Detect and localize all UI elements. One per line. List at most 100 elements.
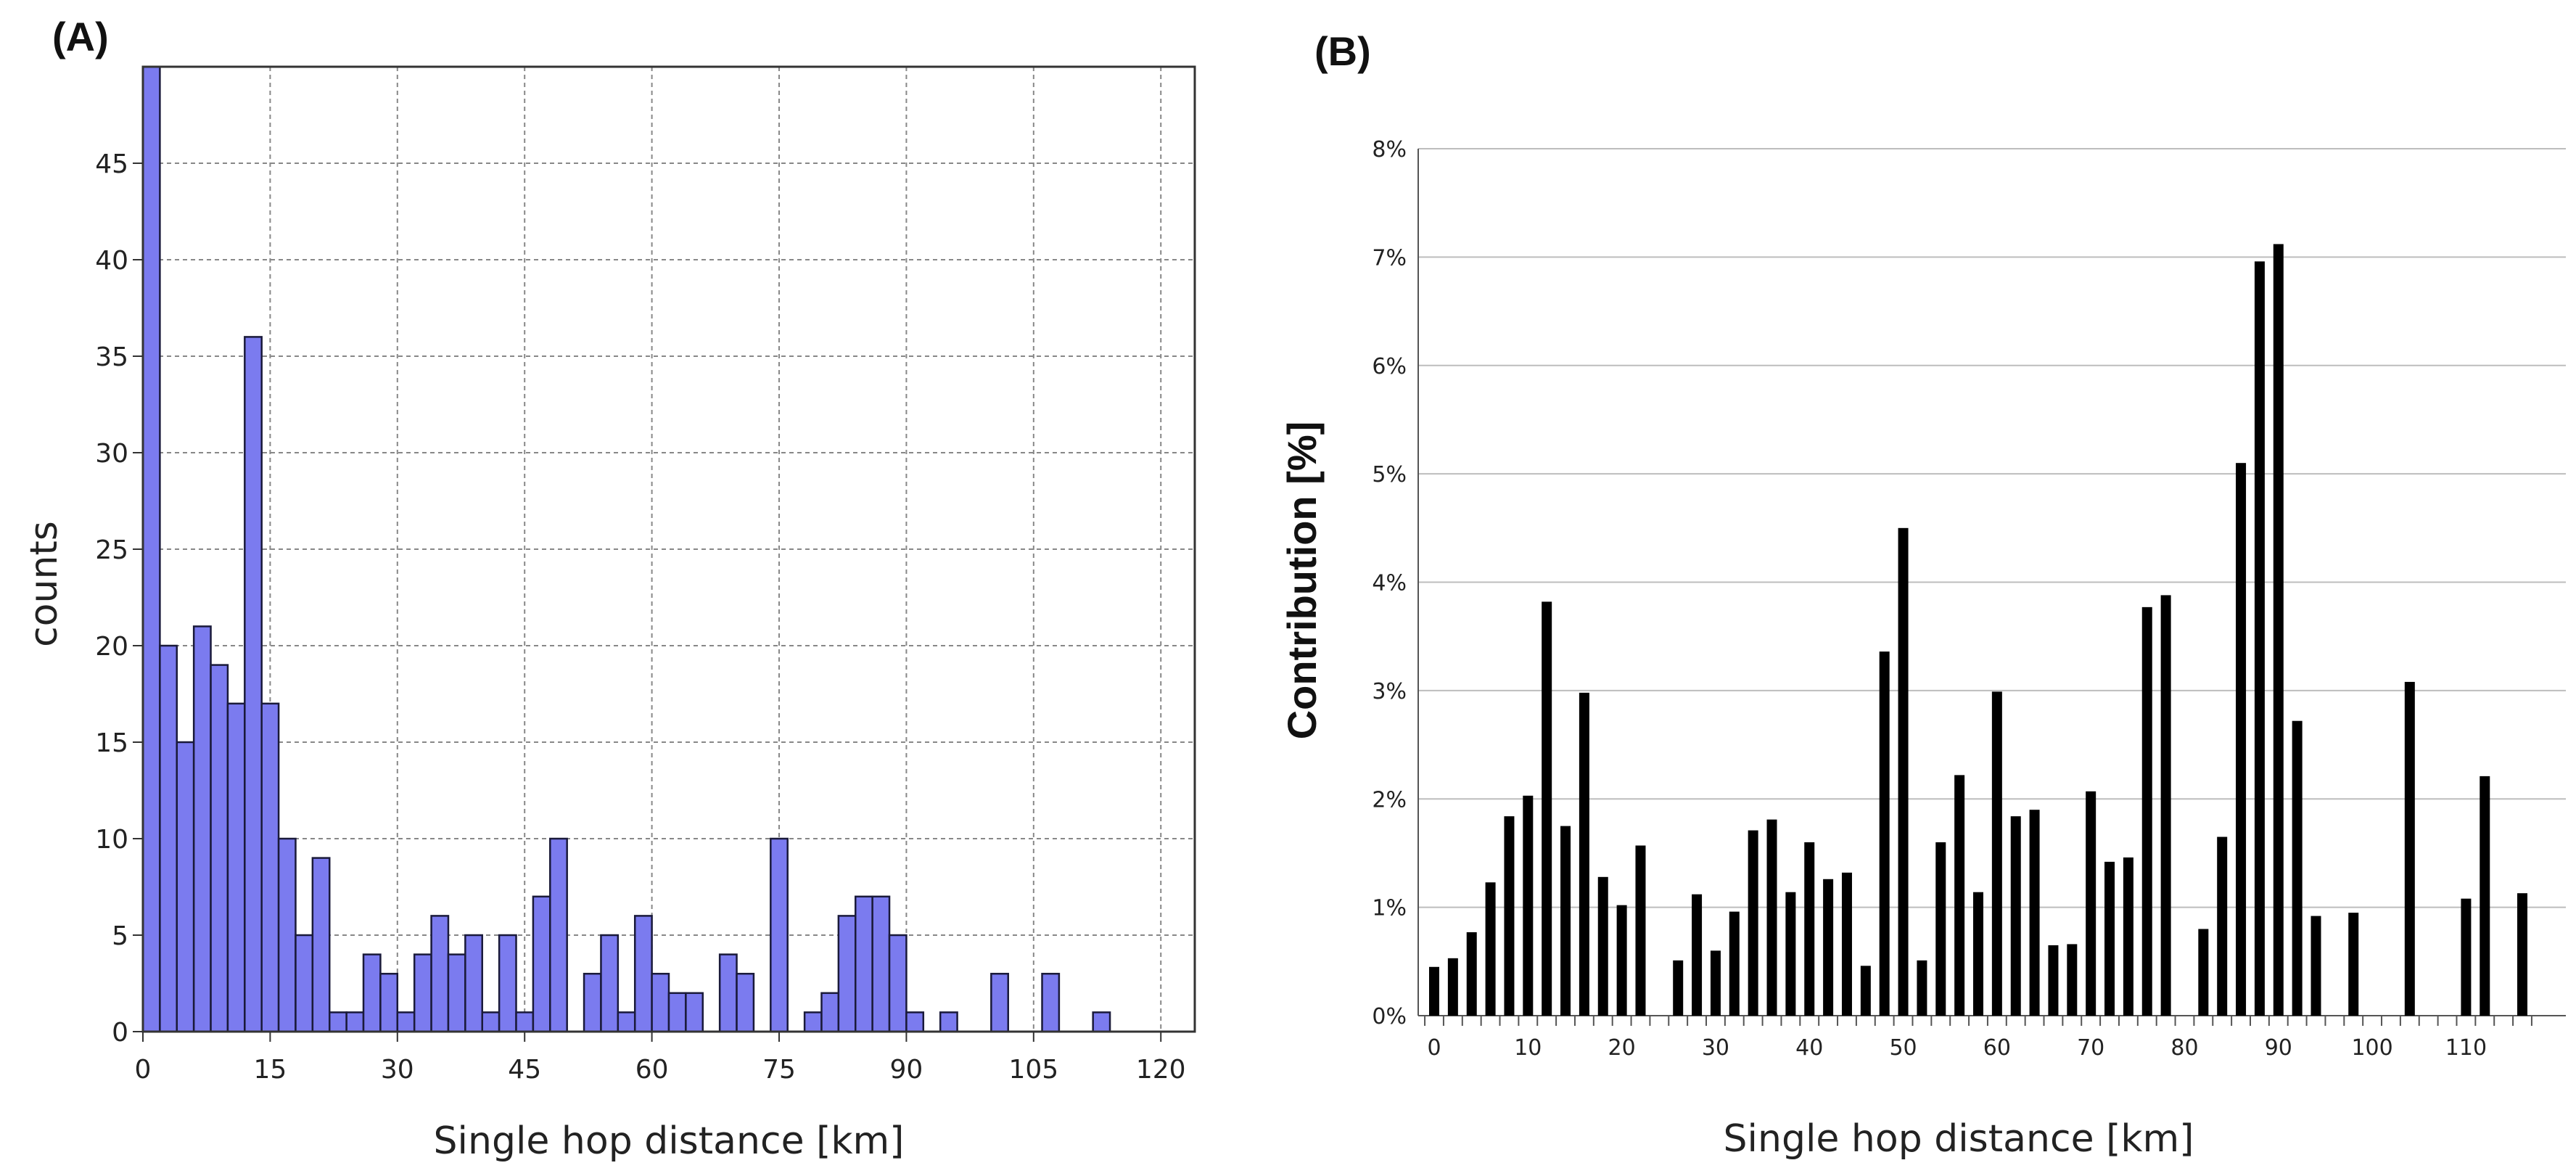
chart-b-y-tick-label: 1% <box>1372 896 1407 921</box>
chart-b-bar <box>1635 845 1646 1016</box>
chart-a-bar <box>667 992 687 1033</box>
chart-a-panel-label: (A) <box>52 14 109 59</box>
chart-b-bar <box>1917 960 1927 1016</box>
chart-b-bar <box>2048 945 2059 1016</box>
chart-b-x-tick-label: 40 <box>1795 1035 1823 1061</box>
chart-b-bar <box>1879 651 1890 1016</box>
chart-a-bar <box>532 895 551 1033</box>
chart-b-bar <box>1579 692 1589 1016</box>
chart-b-x-tick-label: 70 <box>2077 1035 2104 1061</box>
chart-b-tick-labels: 0% 1% 2% 3% 4% 5% 6% 7% 8% 0 10 20 30 40 50 60 70 80 90 100… <box>1372 137 2487 1061</box>
chart-b-bar <box>1841 872 1852 1016</box>
chart-b-y-tick-label: 2% <box>1372 787 1407 813</box>
chart-a-y-tick-label: 35 <box>95 342 128 372</box>
chart-a-bar <box>855 895 873 1033</box>
chart-a-y-tick-label: 20 <box>95 632 128 662</box>
chart-a-bar <box>583 972 602 1033</box>
chart-a-x-tick-label: 0 <box>135 1055 152 1085</box>
chart-b-y-tick-label: 4% <box>1372 571 1407 596</box>
chart-a-bar <box>464 934 483 1033</box>
chart-b-bar <box>1860 966 1871 1016</box>
chart-a-bar <box>244 336 263 1033</box>
chart-b-bar <box>1710 950 1721 1016</box>
chart-a-y-tick-label: 30 <box>95 439 128 469</box>
chart-a-bar <box>260 702 280 1033</box>
chart-a-bar <box>447 953 466 1033</box>
chart-b-x-tick-label: 60 <box>1983 1035 2011 1061</box>
chart-b-bar <box>1504 816 1515 1016</box>
chart-a-bar <box>549 837 568 1033</box>
chart-b-bar <box>1447 958 1458 1016</box>
chart-a-bar <box>820 992 840 1033</box>
chart-b-bar <box>1523 795 1534 1016</box>
chart-b-x-axis-title: Single hop distance [km] <box>1724 1117 2194 1161</box>
chart-b-x-tick-label: 30 <box>1702 1035 1729 1061</box>
chart-b-y-tick-label: 7% <box>1372 245 1407 271</box>
chart-b-x-tick-label: 10 <box>1514 1035 1542 1061</box>
chart-a-gridlines <box>143 67 1195 1032</box>
chart-b-bar <box>2160 595 2171 1016</box>
chart-a-bar <box>1092 1011 1111 1033</box>
chart-a-bar <box>277 837 297 1033</box>
chart-b-bars <box>1429 244 2527 1016</box>
chart-b-y-axis-title: Contribution [%] <box>1279 422 1325 740</box>
chart-b-bar <box>2236 463 2247 1016</box>
chart-a-bar <box>413 953 432 1033</box>
chart-b-bar <box>2292 720 2303 1016</box>
chart-a-x-axis-title: Single hop distance [km] <box>434 1119 905 1163</box>
chart-a-bar <box>159 644 178 1033</box>
chart-a-tick-labels: 0 15 30 45 60 75 90 105 120 0 5 10 15 20 25 30 35 40 45 <box>95 149 1185 1085</box>
chart-a-bar <box>295 934 314 1033</box>
chart-b-x-tick-label: 20 <box>1608 1035 1636 1061</box>
chart-b-x-tick-label: 90 <box>2265 1035 2292 1061</box>
chart-b-x-tick-label: 80 <box>2170 1035 2198 1061</box>
chart-a-bar <box>379 972 399 1033</box>
chart-a-bar <box>1041 972 1061 1033</box>
chart-a-y-tick-label: 15 <box>95 728 128 758</box>
chart-b-bar <box>2067 944 2078 1016</box>
chart-b-panel-label: (B) <box>1314 28 1371 74</box>
chart-b-bar <box>2517 893 2527 1016</box>
chart-a-x-tick-label: 15 <box>253 1055 287 1085</box>
chart-a-x-tick-label: 120 <box>1136 1055 1186 1085</box>
chart-a-bar <box>633 915 653 1033</box>
chart-a-bar <box>311 857 331 1033</box>
chart-b-bar <box>1616 905 1627 1016</box>
chart-b-bar <box>1748 830 1758 1016</box>
chart-b-x-tick-label: 100 <box>2351 1035 2392 1061</box>
chart-a-bar <box>770 837 789 1033</box>
chart-a-bar <box>176 741 195 1033</box>
chart-a-bar <box>871 895 891 1033</box>
chart-a-bar <box>515 1011 535 1033</box>
chart-a-y-tick-label: 25 <box>95 535 128 565</box>
chart-b-x-tick-label: 50 <box>1889 1035 1917 1061</box>
chart-a-y-tick-label: 45 <box>95 149 128 179</box>
chart-b-y-tick-label: 8% <box>1372 137 1407 163</box>
chart-a: 0 15 30 45 60 75 90 105 120 0 5 10 15 20 25 30 35 40 45 (A… <box>22 14 1196 1163</box>
chart-b-bar <box>1898 527 1909 1016</box>
chart-a-bar <box>905 1011 925 1033</box>
chart-a-x-tick-label: 45 <box>508 1055 541 1085</box>
chart-b-y-tick-label: 5% <box>1372 462 1407 488</box>
chart-a-y-tick-label: 0 <box>112 1018 128 1048</box>
chart-a-y-tick-label: 40 <box>95 246 128 276</box>
chart-b-bar <box>2086 791 2096 1016</box>
chart-b-bar <box>2348 913 2359 1016</box>
chart-a-y-axis-title: counts <box>22 521 66 647</box>
chart-b-bar <box>2461 898 2472 1016</box>
chart-b: 0% 1% 2% 3% 4% 5% 6% 7% 8% 0 10 20 30 40 50 60 70 80 90 100… <box>1279 28 2566 1161</box>
chart-b-bar <box>1597 876 1608 1016</box>
chart-a-bar <box>192 625 212 1033</box>
chart-a-bar <box>718 953 738 1033</box>
chart-a-bar <box>990 972 1009 1033</box>
chart-b-bar <box>2480 776 2490 1016</box>
chart-b-bar <box>1991 691 2002 1016</box>
chart-b-bar <box>2141 606 2152 1016</box>
chart-a-bar <box>498 934 517 1033</box>
chart-a-bar <box>888 934 908 1033</box>
chart-b-bar <box>1804 842 1815 1016</box>
chart-a-bar <box>396 1011 416 1033</box>
chart-b-bar <box>2198 929 2209 1016</box>
chart-b-y-tick-label: 6% <box>1372 354 1407 379</box>
